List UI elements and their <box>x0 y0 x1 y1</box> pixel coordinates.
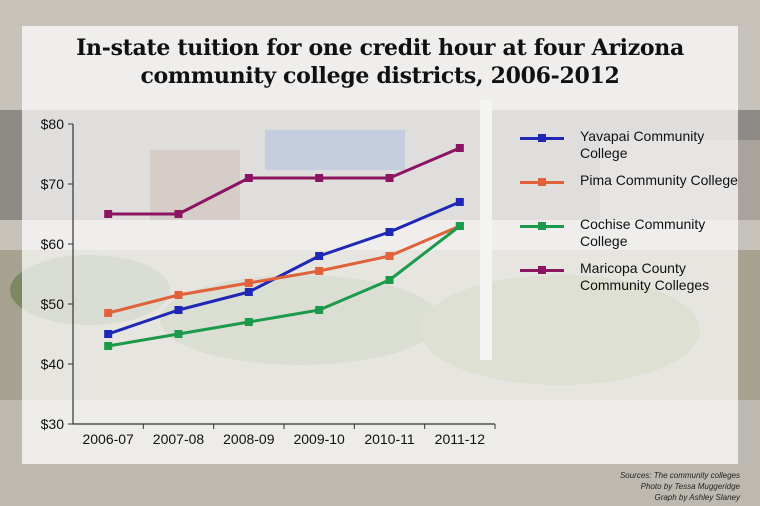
data-point-yavapai <box>315 252 324 260</box>
legend-swatch-yavapai <box>520 134 564 142</box>
series-line-cochise <box>107 224 461 348</box>
credit-sources: Sources: The community colleges <box>619 471 740 480</box>
data-point-maricopa <box>385 174 394 182</box>
y-tick-label: $60 <box>41 236 65 252</box>
legend-item-maricopa: Maricopa County Community Colleges <box>520 260 735 304</box>
data-point-pima <box>174 291 183 299</box>
legend-swatch-cochise <box>520 222 564 230</box>
data-point-yavapai <box>385 228 394 236</box>
legend-swatch-maricopa <box>520 266 564 274</box>
series-yavapai <box>104 198 464 338</box>
credit-graph: Graph by Ashley Slaney <box>654 493 740 502</box>
x-tick-label: 2007-08 <box>153 431 205 447</box>
chart-title: In-state tuition for one credit hour at … <box>76 35 684 89</box>
data-point-maricopa <box>104 210 113 218</box>
data-point-cochise <box>455 222 464 230</box>
data-point-yavapai <box>104 330 113 338</box>
series-line-maricopa <box>108 146 461 216</box>
series-maricopa <box>104 144 464 218</box>
data-point-pima <box>315 267 324 275</box>
data-point-pima <box>385 252 394 260</box>
legend-item-pima: Pima Community College <box>520 172 738 216</box>
chart-panel <box>22 26 738 464</box>
series-line-pima <box>107 224 461 315</box>
data-point-maricopa <box>315 174 324 182</box>
series-pima <box>104 222 464 317</box>
data-point-pima <box>244 279 253 287</box>
x-tick-label: 2006-07 <box>82 431 134 447</box>
legend-label-pima: Pima Community College <box>580 172 738 188</box>
data-point-cochise <box>244 318 253 326</box>
series-line-yavapai <box>107 200 461 336</box>
series-group <box>104 144 464 350</box>
x-tick-label: 2011-12 <box>435 431 486 447</box>
y-tick-label: $30 <box>41 416 65 432</box>
data-point-cochise <box>104 342 113 350</box>
x-axis-ticks: 2006-07 2007-08 2008-09 2009-10 2010-11 2011-… <box>82 424 496 447</box>
data-point-maricopa <box>174 210 183 218</box>
data-point-cochise <box>174 330 183 338</box>
credits: Sources: The community colleges Photo by… <box>620 470 740 503</box>
data-point-pima <box>104 309 113 317</box>
x-tick-label: 2009-10 <box>293 431 345 447</box>
data-point-maricopa <box>455 144 464 152</box>
legend-label-yavapai: Yavapai Community College <box>580 128 705 161</box>
data-point-maricopa <box>244 174 253 182</box>
y-tick-label: $40 <box>41 356 65 372</box>
legend-label-maricopa: Maricopa County Community Colleges <box>580 260 710 293</box>
data-point-yavapai <box>174 306 183 314</box>
y-axis-ticks: $30 $40 $50 $60 $70 $80 <box>41 116 73 432</box>
legend-item-yavapai: Yavapai Community College <box>520 128 735 172</box>
y-tick-label: $70 <box>41 176 65 192</box>
y-tick-label: $80 <box>41 116 65 132</box>
data-point-cochise <box>315 306 324 314</box>
y-tick-label: $50 <box>41 296 65 312</box>
legend: Yavapai Community College Pima Community… <box>520 128 738 304</box>
credit-photo: Photo by Tessa Muggeridge <box>640 482 740 491</box>
x-tick-label: 2010-11 <box>364 431 415 447</box>
legend-label-cochise: Cochise Community College <box>580 216 706 249</box>
data-point-yavapai <box>244 288 253 296</box>
series-cochise <box>104 222 464 350</box>
legend-item-cochise: Cochise Community College <box>520 216 735 260</box>
data-point-yavapai <box>455 198 464 206</box>
data-point-cochise <box>385 276 394 284</box>
x-tick-label: 2008-09 <box>223 431 275 447</box>
legend-swatch-pima <box>520 178 564 186</box>
